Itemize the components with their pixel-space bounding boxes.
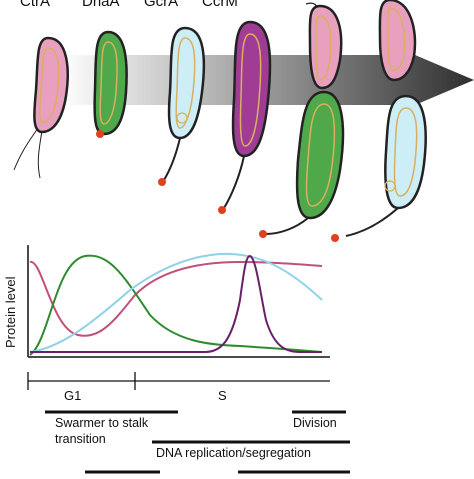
stalk	[345, 207, 399, 237]
curve-gcra	[29, 252, 323, 353]
protein-level-plot	[27, 245, 330, 358]
process-label-transition: transition	[55, 432, 106, 446]
holdfast	[96, 130, 104, 138]
phase-label-g1: G1	[64, 388, 82, 403]
flagellum	[13, 127, 39, 171]
stalk	[223, 155, 245, 209]
dividing-cell	[259, 2, 345, 238]
process-label-swarmer-to-stalk: Swarmer to stalk	[55, 416, 149, 430]
header-label-gcra: GcrA	[144, 0, 179, 10]
dnaa-stalked-cell	[93, 30, 128, 138]
daughter-stalked-cell	[331, 94, 427, 242]
ctra-swarmer-cell	[13, 36, 69, 179]
curve-ccrm	[30, 254, 322, 353]
header-label-ctra: CtrA	[20, 0, 50, 10]
phase-bar	[27, 372, 330, 390]
curve-ctra	[29, 260, 323, 337]
header-label-dnaa: DnaA	[82, 0, 120, 10]
ccrm-cell	[218, 20, 272, 214]
holdfast	[259, 230, 267, 238]
holdfast	[218, 206, 226, 214]
flagellum	[37, 129, 43, 179]
stalk	[163, 137, 181, 181]
curve-dnaa	[29, 254, 323, 356]
header-label-ccrm: CcrM	[202, 0, 238, 10]
stalk	[265, 217, 309, 235]
holdfast	[158, 178, 166, 186]
holdfast	[331, 234, 339, 242]
daughter-swarmer-cell	[378, 0, 417, 82]
process-label-division: Division	[293, 416, 337, 430]
process-label-dna-replication: DNA replication/segregation	[156, 446, 311, 460]
y-axis-label: Protein level	[3, 276, 18, 348]
phase-label-s: S	[218, 388, 227, 403]
gcra-cell	[158, 26, 206, 186]
